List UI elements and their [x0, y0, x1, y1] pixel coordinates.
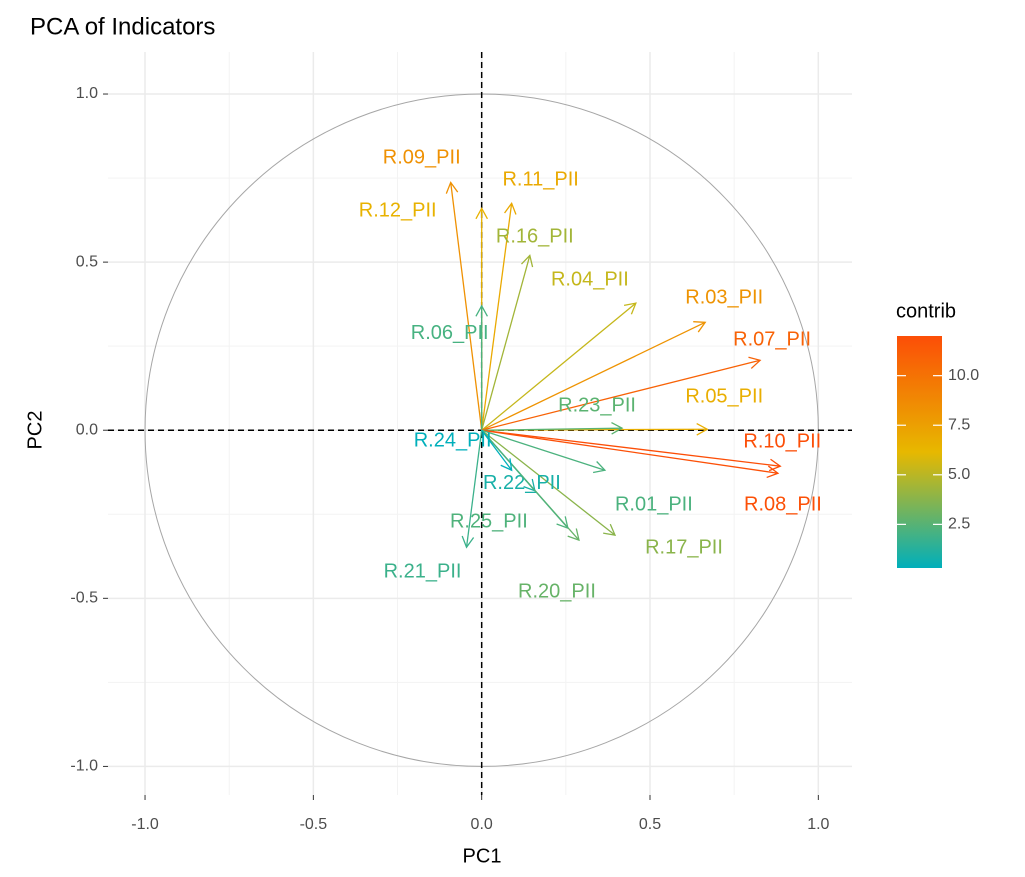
variable-label: R.07_PII [733, 329, 811, 351]
arrow-head [567, 528, 580, 542]
colorbar-label: 5.0 [948, 466, 970, 483]
variable-label: R.20_PII [518, 580, 596, 602]
variable-label: R.17_PII [645, 536, 723, 558]
arrow-head [611, 422, 624, 435]
y-tick-label: 0.5 [76, 253, 98, 270]
arrow [481, 429, 513, 471]
arrow-head [445, 181, 459, 194]
variable-label: R.16_PII [496, 226, 574, 248]
legend-title: contrib [896, 300, 956, 322]
arrow [481, 302, 637, 431]
arrow [481, 359, 761, 431]
arrow-head [748, 356, 762, 369]
variable-label: R.22_PII [483, 472, 561, 494]
arrow [481, 255, 531, 431]
arrow [481, 427, 623, 431]
arrow [481, 321, 706, 431]
arrow-head [521, 254, 534, 268]
colorbar-label: 2.5 [948, 516, 970, 533]
arrow-head [592, 461, 607, 474]
variable-label: R.21_PII [384, 561, 462, 583]
colorbar-label: 10.0 [948, 367, 979, 384]
arrow [481, 429, 779, 474]
arrow [481, 429, 606, 471]
variable-label: R.03_PII [685, 287, 763, 309]
x-axis-title: PC1 [463, 845, 502, 867]
arrow [481, 429, 781, 467]
variable-label: R.24_PII [414, 430, 492, 452]
arrow-head [504, 201, 517, 215]
arrow-head [623, 302, 637, 315]
x-tick-label: 0.0 [471, 816, 493, 833]
variable-label: R.23_PII [558, 394, 636, 416]
colorbar [897, 336, 942, 568]
variable-label: R.11_PII [502, 169, 578, 191]
y-tick-label: -1.0 [70, 758, 98, 775]
arrow-head [475, 206, 489, 220]
arrow-head [693, 321, 707, 333]
chart-title: PCA of Indicators [30, 13, 215, 40]
arrow-head [766, 465, 780, 479]
variable-label: R.10_PII [743, 430, 821, 452]
y-tick-label: 1.0 [76, 85, 98, 102]
colorbar-label: 7.5 [948, 416, 970, 433]
variable-label: R.12_PII [359, 200, 437, 222]
y-tick-label: 0.0 [76, 421, 98, 438]
arrow-head [696, 422, 709, 436]
arrow [481, 429, 616, 536]
arrow-head [500, 458, 513, 472]
variable-label: R.05_PII [685, 385, 763, 407]
arrow-head [603, 523, 617, 536]
variable-label: R.06_PII [411, 322, 489, 344]
x-tick-label: 1.0 [807, 816, 829, 833]
variable-label: R.08_PII [744, 494, 822, 516]
x-tick-label: -0.5 [300, 816, 328, 833]
x-tick-label: -1.0 [131, 816, 159, 833]
variable-label: R.25_PII [450, 510, 528, 532]
variable-label: R.01_PII [615, 494, 693, 516]
arrow [481, 429, 569, 529]
x-tick-label: 0.5 [639, 816, 661, 833]
arrow-head [556, 516, 569, 530]
arrow [450, 182, 483, 431]
variable-label: R.09_PII [383, 147, 461, 169]
arrow-head [475, 304, 489, 317]
arrow [465, 430, 483, 548]
y-tick-label: -0.5 [70, 590, 98, 607]
arrow [481, 203, 513, 431]
arrow-head [461, 535, 475, 549]
variable-label: R.04_PII [551, 268, 629, 290]
y-axis-title: PC2 [24, 411, 46, 450]
